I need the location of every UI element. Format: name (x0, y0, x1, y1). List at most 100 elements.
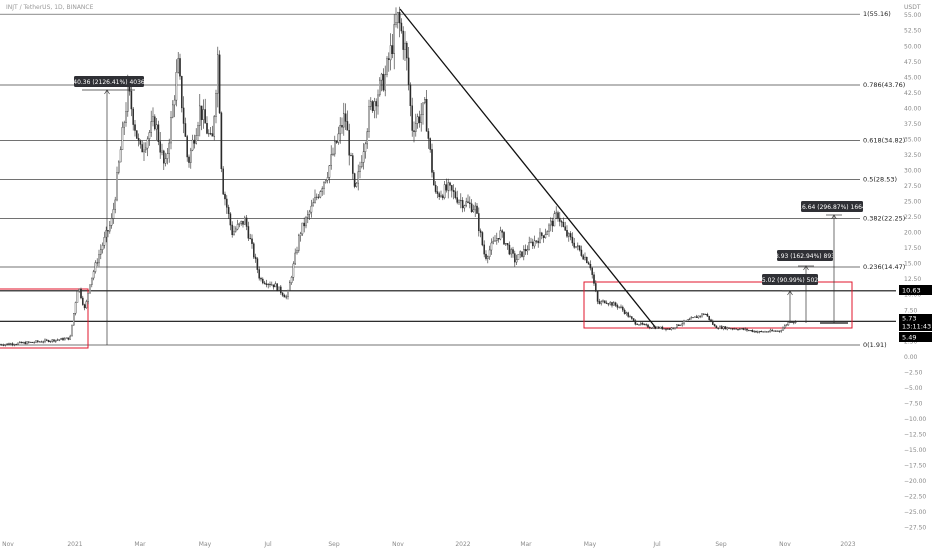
candle (222, 168, 225, 195)
measure-label: 16.64 (296.87%) 1664 (798, 204, 866, 211)
candle (686, 319, 689, 322)
candle (227, 207, 230, 215)
y-tick-label: 15.00 (904, 261, 921, 268)
y-tick-label: 27.50 (904, 183, 921, 190)
candle (368, 106, 370, 132)
candle (263, 282, 266, 284)
candle (557, 212, 559, 219)
currency-label: USDT (904, 4, 921, 11)
candle (416, 116, 419, 124)
y-tick-label: 50.00 (904, 43, 921, 50)
candle (400, 22, 403, 32)
candle (544, 234, 547, 238)
candle (218, 54, 221, 114)
chart-title: INJT / TetherUS, 1D, BINANCE (6, 4, 94, 11)
candle (427, 131, 430, 139)
candle (598, 301, 601, 304)
candle (508, 244, 511, 255)
candle (164, 158, 167, 164)
candle (665, 328, 667, 330)
candle (688, 318, 691, 321)
candle (731, 328, 734, 330)
candle (627, 312, 629, 317)
candle (487, 256, 489, 259)
candle (60, 338, 62, 340)
candle (310, 205, 313, 213)
y-tick-label: 37.50 (904, 121, 921, 128)
y-tick-label: 32.50 (904, 152, 921, 159)
candle (407, 57, 410, 85)
candle (530, 241, 532, 243)
candle (476, 205, 478, 214)
candle (35, 340, 37, 343)
price-tag (899, 285, 932, 295)
candle (596, 291, 599, 302)
candle (760, 331, 763, 333)
measure-box (801, 201, 863, 212)
price-axis[interactable]: 55.00 52.50 50.00 47.50 45.00 42.50 40.00 37.50… (904, 12, 926, 532)
candle (710, 319, 712, 322)
candle (501, 230, 504, 233)
candle (207, 133, 210, 135)
candle (319, 191, 322, 198)
candle (519, 251, 521, 255)
candle (542, 235, 545, 238)
candle (406, 42, 408, 59)
candle (764, 331, 766, 333)
candle (541, 232, 543, 236)
candle (643, 324, 646, 326)
candle (746, 328, 748, 331)
candle (364, 143, 367, 152)
candle (193, 139, 196, 144)
candle (467, 201, 469, 203)
candle (182, 107, 185, 124)
candle (434, 184, 437, 192)
candle (148, 132, 151, 140)
candle (762, 331, 764, 333)
candle (171, 104, 174, 118)
candle (380, 73, 383, 81)
candle (667, 328, 669, 330)
candle (379, 79, 381, 96)
candle (162, 150, 165, 164)
candle (168, 142, 171, 154)
candle (564, 226, 566, 231)
candle (494, 240, 496, 242)
time-axis[interactable]: Nov 2021 Mar May Jul Sep Nov 2022 Mar May Jul Sep No… (2, 541, 856, 548)
candle (447, 182, 450, 191)
candle (668, 328, 671, 330)
candle (256, 258, 259, 270)
candle (546, 231, 548, 235)
candle (189, 149, 192, 163)
candle (456, 197, 459, 203)
candle (234, 228, 237, 232)
candle (46, 339, 48, 341)
candle (411, 105, 414, 131)
candle (386, 58, 388, 75)
candle (42, 341, 44, 343)
candle (395, 22, 397, 25)
y-tick-label: 17.50 (904, 245, 921, 252)
candle (704, 314, 707, 316)
candle (112, 209, 115, 219)
candle (116, 172, 118, 201)
candle (98, 254, 100, 264)
candle (398, 12, 401, 24)
candle (8, 343, 10, 345)
candle (303, 222, 306, 227)
candle (706, 314, 709, 317)
candle (298, 235, 300, 251)
candle (586, 257, 588, 263)
candle (173, 99, 176, 106)
y-tick-label: −12.50 (904, 432, 926, 439)
candle (22, 342, 25, 344)
candle (188, 156, 190, 163)
candle (490, 242, 493, 251)
candle (337, 133, 340, 143)
candle (40, 341, 43, 343)
candle (332, 153, 334, 155)
x-tick-label: Mar (134, 541, 146, 548)
candle (569, 233, 572, 238)
candle (753, 330, 755, 332)
